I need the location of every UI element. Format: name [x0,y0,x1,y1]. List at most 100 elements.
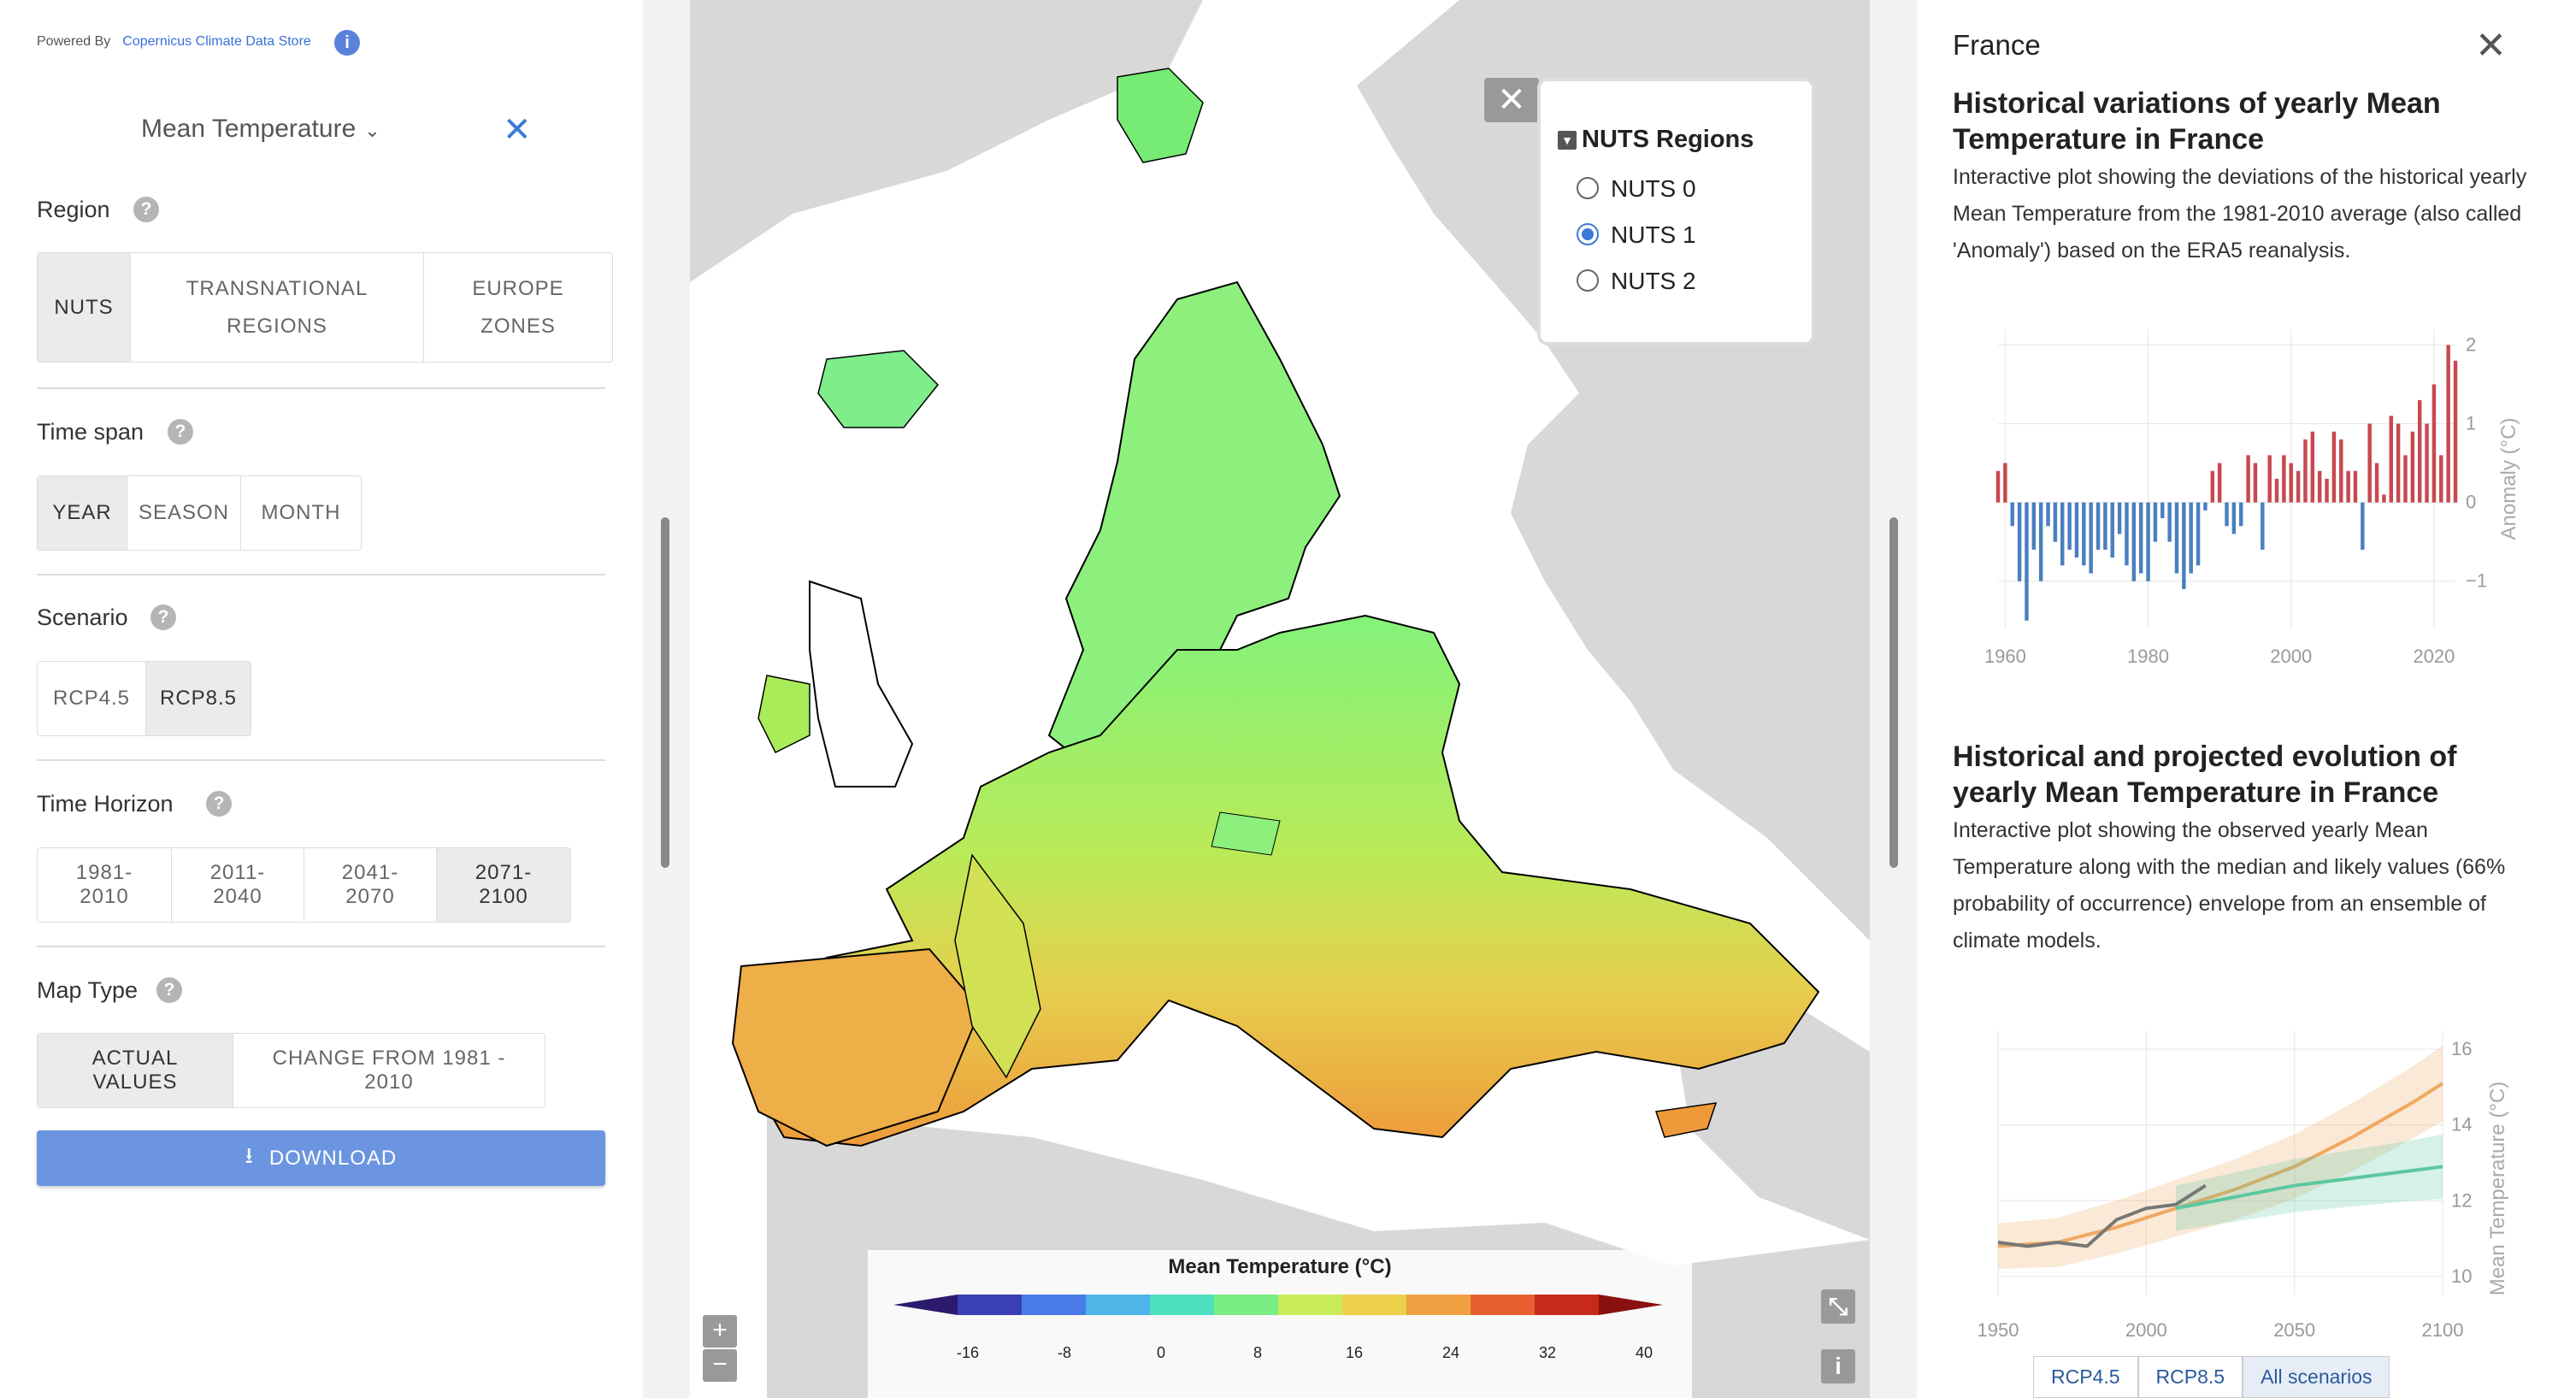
tab-rcp45[interactable]: RCP4.5 [2033,1356,2138,1398]
right-scrollbar[interactable] [1889,517,1898,868]
anomaly-bar [2374,463,2379,503]
anomaly-bar [2125,502,2129,566]
close-icon[interactable]: ✕ [2475,25,2507,67]
fullscreen-icon[interactable]: ⤡ [1821,1289,1855,1324]
series-line [2175,1165,2443,1211]
tab-all-scenarios[interactable]: All scenarios [2243,1356,2390,1398]
radio-button[interactable] [1577,269,1599,292]
anomaly-bar [2117,502,2122,534]
help-icon[interactable]: ? [206,791,232,817]
anomaly-bar [2203,502,2208,510]
anomaly-bar [2289,463,2293,503]
time-span-year[interactable]: YEAR [38,476,127,550]
zoom-out-button[interactable]: − [703,1349,737,1382]
y-axis-label: Mean Temperature (°C) [2486,1082,2509,1296]
info-icon[interactable]: i [334,30,360,56]
time-horizon-group: 1981-2010 2011-2040 2041-2070 2071-2100 [37,847,571,923]
chart2-description: Interactive plot showing the observed ye… [1953,818,2506,953]
powered-by: Powered By Copernicus Climate Data Store [37,34,311,50]
time-span-season[interactable]: SEASON [127,476,241,550]
time-horizon-label: Time Horizon [37,791,174,817]
anomaly-bar [2417,399,2422,503]
divider [37,387,605,389]
time-span-label: Time span [37,419,144,445]
powered-by-label: Powered By [37,34,111,49]
legend-tick: 8 [1253,1344,1263,1361]
region-option-europe-zones[interactable]: EUROPE ZONES [472,276,564,338]
y-tick-label: −1 [2466,570,2487,592]
anomaly-bar [2396,423,2401,503]
close-icon[interactable]: ✕ [503,111,532,149]
help-icon[interactable]: ? [150,605,176,630]
nuts-2-option[interactable]: NUTS 2 [1577,268,1696,295]
legend-tick: 40 [1635,1344,1653,1361]
x-tick-label: 2020 [2413,646,2455,667]
region-title: France [1953,29,2041,61]
region-detail-panel: France ✕ Historical variations of yearly… [1917,0,2576,1398]
tab-rcp85[interactable]: RCP8.5 [2137,1356,2243,1398]
chevron-down-icon: ⌄ [364,120,380,141]
radio-button[interactable] [1577,177,1599,199]
greenland-land [690,0,1203,282]
region-option-nuts[interactable]: NUTS [38,253,131,362]
legend-color-swatch [958,1295,1023,1315]
projection-chart[interactable]: 1950 2000 2050 2100 16 14 12 10 Mean Temperature… [1917,983,2532,1360]
anomaly-bar [2182,502,2186,589]
ireland [757,675,811,754]
horizon-2041-2070[interactable]: 2041-2070 [304,848,437,922]
anomaly-bar [2210,470,2215,503]
divider [37,759,605,761]
anomaly-bar [2060,502,2065,566]
download-label: DOWNLOAD [268,1146,398,1170]
anomaly-bar [2425,423,2429,503]
anomaly-bar [2038,502,2043,581]
map-close-button[interactable]: ✕ [1484,78,1539,122]
radio-button-selected[interactable] [1577,223,1599,245]
nuts-1-option[interactable]: NUTS 1 [1577,221,1696,249]
help-icon[interactable]: ? [156,977,182,1003]
scenario-rcp85[interactable]: RCP8.5 [146,662,251,735]
legend-title: Mean Temperature (°C) [1168,1255,1392,1278]
anomaly-chart[interactable]: 1960 1980 2000 2020 2 1 0 −1 Anomaly (°C) [1917,299,2532,675]
region-option-transnational[interactable]: TRANSNATIONAL REGIONS [131,253,424,362]
control-panel: Powered By Copernicus Climate Data Store … [0,0,643,1398]
download-button[interactable]: ⭳ DOWNLOAD [37,1130,605,1186]
variable-select[interactable]: Mean Temperature ⌄ [141,115,380,144]
y-tick-label: 16 [2451,1038,2472,1059]
help-icon[interactable]: ? [133,197,159,222]
time-span-month[interactable]: MONTH [261,501,341,524]
nuts-1-label: NUTS 1 [1611,221,1696,248]
region-group: NUTS TRANSNATIONAL REGIONS EUROPE ZONES [37,252,613,363]
left-scrollbar[interactable] [661,517,669,868]
anomaly-bar [2432,384,2437,503]
x-tick-label: 2050 [2273,1319,2315,1341]
iberia [731,947,982,1147]
help-icon[interactable]: ? [168,419,193,445]
map-type-change[interactable]: CHANGE FROM 1981 - 2010 [272,1047,506,1094]
cds-link[interactable]: Copernicus Climate Data Store [122,34,311,49]
horizon-1981-2010[interactable]: 1981-2010 [38,848,172,922]
scenario-rcp45[interactable]: RCP4.5 [38,662,146,735]
zoom-in-button[interactable]: + [703,1315,737,1348]
variable-label: Mean Temperature [141,115,357,143]
anomaly-bar [2246,455,2250,503]
chart1-title: Historical variations of yearly Mean Tem… [1953,87,2441,156]
anomaly-bar [2138,502,2143,574]
map-type-actual[interactable]: ACTUAL VALUES [38,1034,233,1107]
anomaly-bar [2382,494,2386,503]
anomaly-bar [2096,502,2101,550]
x-tick-label: 1950 [1978,1319,2019,1341]
series-line [1997,1183,2207,1248]
horizon-2011-2040[interactable]: 2011-2040 [172,848,304,922]
info-icon[interactable]: i [1821,1349,1855,1383]
legend-color-swatch [1535,1295,1600,1315]
legend-color-swatch [1342,1295,1407,1315]
nuts-0-label: NUTS 0 [1611,175,1696,202]
nuts-0-option[interactable]: NUTS 0 [1577,175,1696,203]
collapse-icon[interactable]: ▼ [1558,131,1577,150]
svalbard [1117,68,1204,163]
anomaly-bar [2110,502,2114,558]
anomaly-bar [2339,439,2343,503]
series-line [1997,1082,2444,1248]
horizon-2071-2100[interactable]: 2071-2100 [437,848,570,922]
